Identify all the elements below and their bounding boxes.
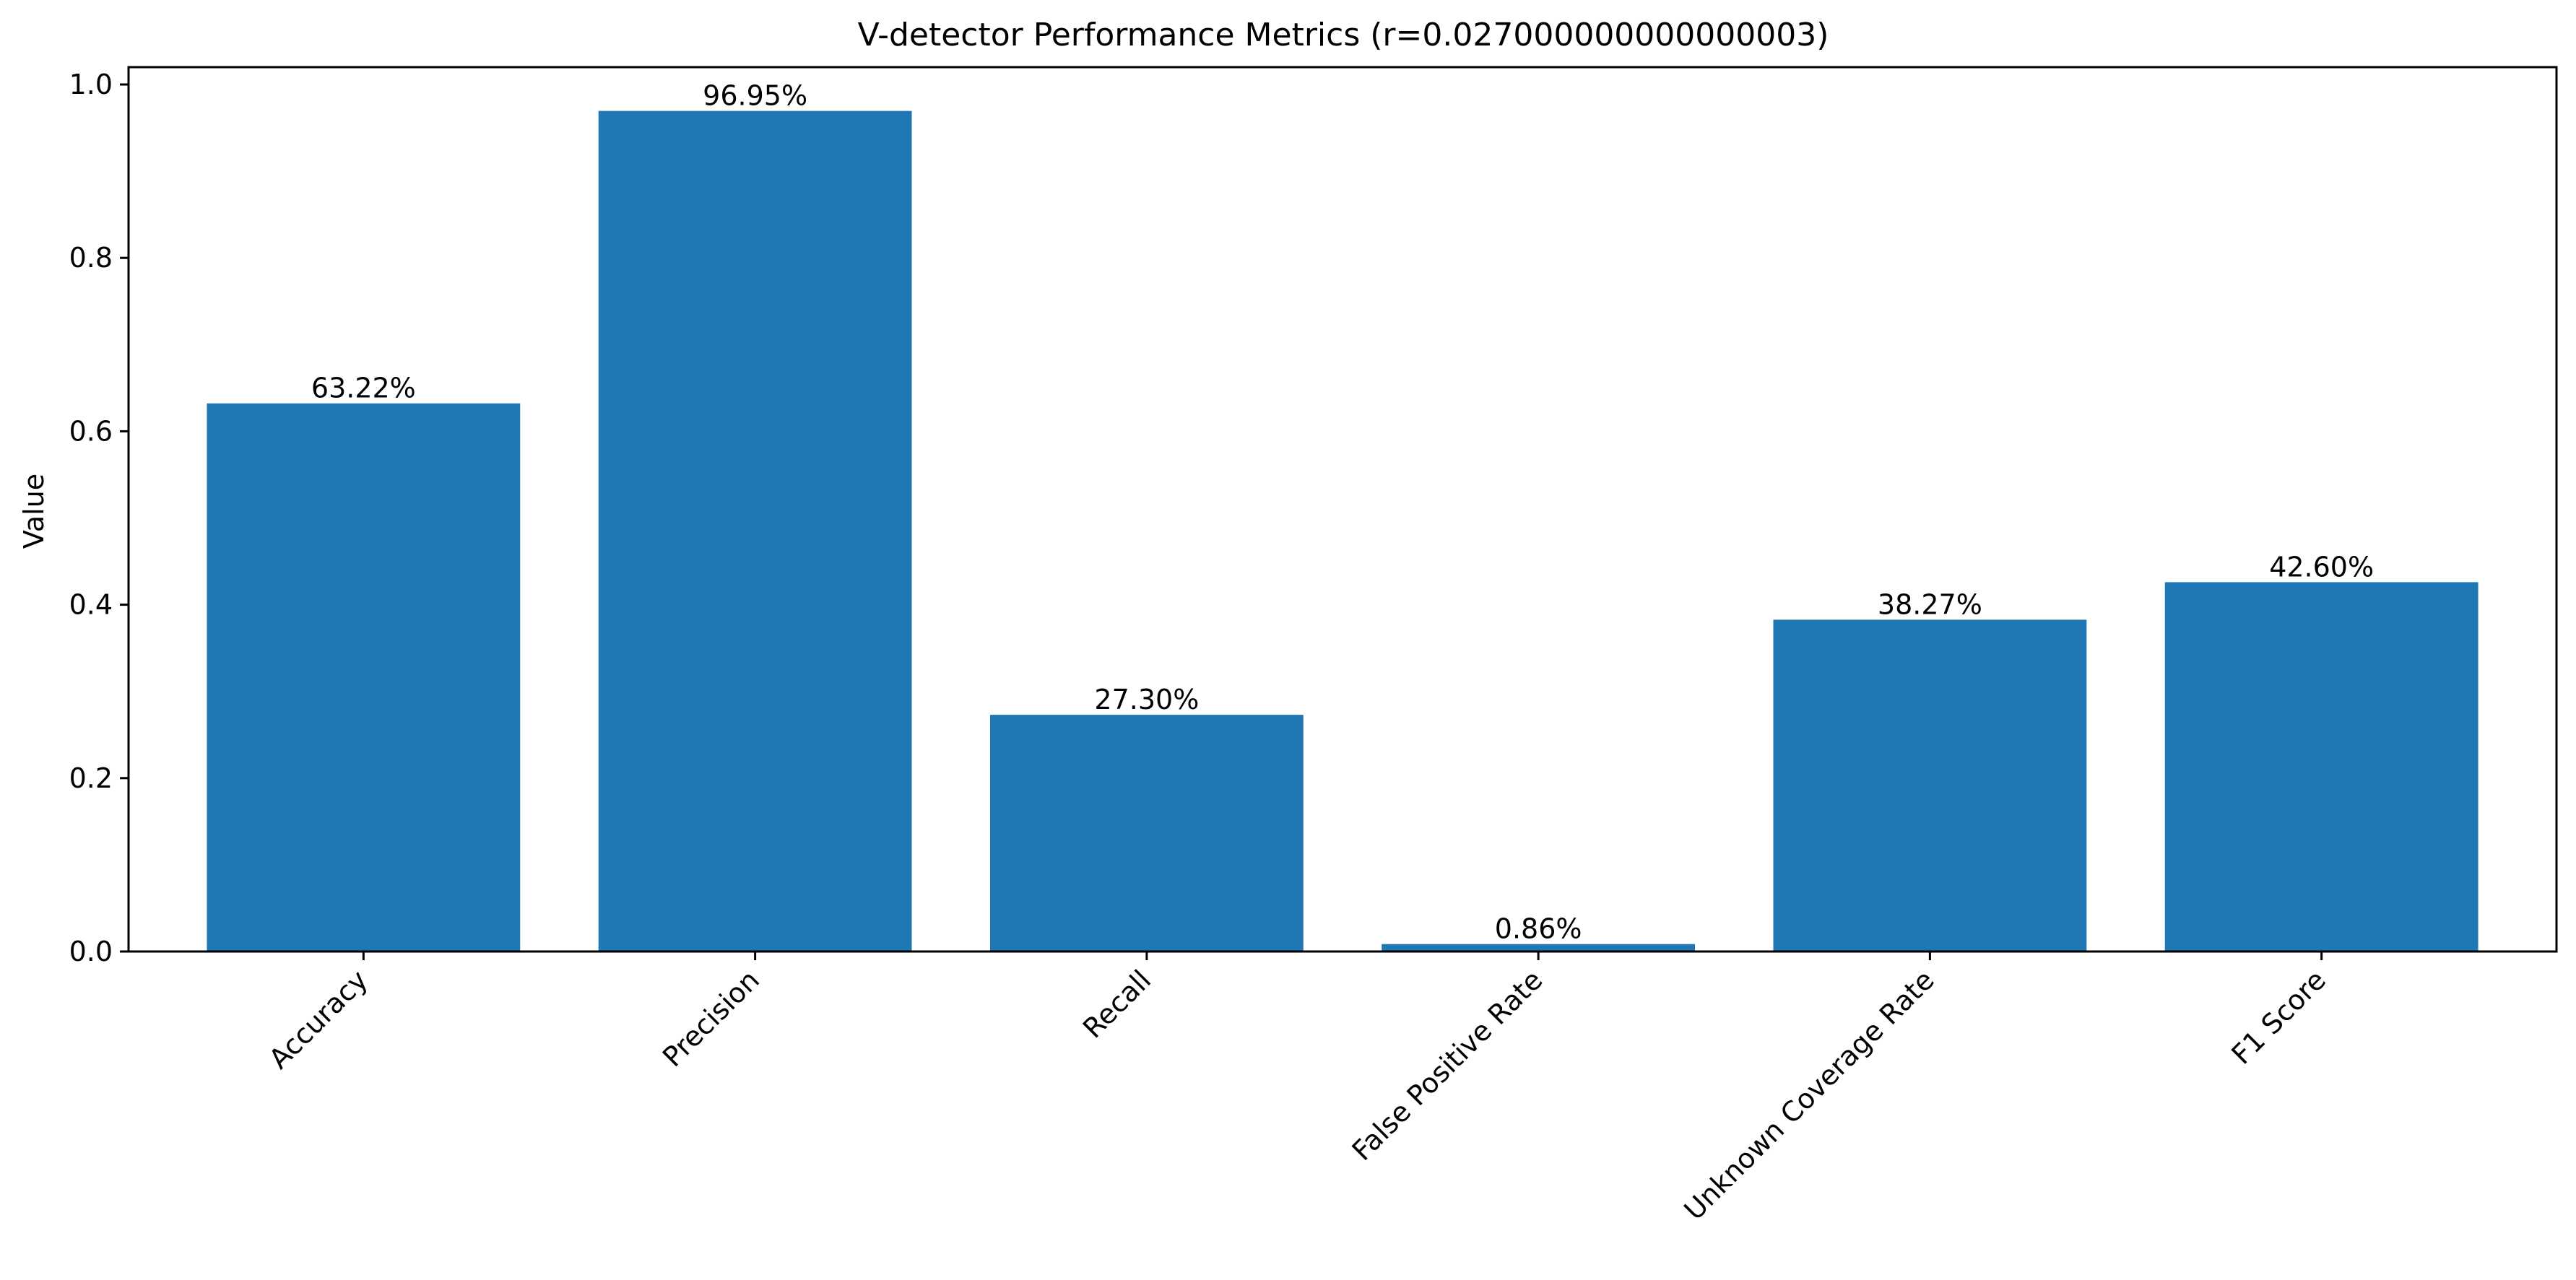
y-tick-label: 0.2 [69, 762, 113, 794]
data-labels-layer: 63.22% 96.95% 27.30% 0.86% 38.27% 42.60% [311, 80, 2374, 945]
x-tick-label: Accuracy [263, 964, 374, 1075]
x-axis: Accuracy Precision Recall False Positive Ra… [263, 952, 2332, 1227]
y-tick-label: 0.4 [69, 589, 113, 621]
bar [1382, 944, 1696, 952]
bar-data-label: 27.30% [1094, 684, 1199, 715]
bar-data-label: 63.22% [311, 373, 416, 404]
bar-data-label: 96.95% [703, 80, 807, 112]
x-tick-label: False Positive Rate [1346, 964, 1549, 1167]
bar-data-label: 38.27% [1878, 588, 1982, 620]
y-tick-label: 0.8 [69, 242, 113, 274]
bar [1773, 619, 2087, 952]
chart-title: V-detector Performance Metrics (r=0.0270… [858, 17, 1829, 53]
x-tick-label: Precision [656, 964, 766, 1073]
bar-data-label: 42.60% [2269, 551, 2374, 583]
bar [2164, 582, 2479, 952]
y-tick-label: 0.6 [69, 415, 113, 447]
x-tick-label: F1 Score [2226, 964, 2332, 1070]
y-axis-label: Value [18, 474, 50, 549]
x-tick-label: Recall [1077, 964, 1157, 1044]
bar [598, 110, 912, 952]
y-axis: 0.0 0.2 0.4 0.6 0.8 1.0 [69, 69, 129, 967]
bars-layer [207, 110, 2479, 952]
bar [989, 715, 1304, 952]
y-tick-label: 0.0 [69, 936, 113, 967]
x-tick-label: Unknown Coverage Rate [1678, 964, 1940, 1226]
y-tick-label: 1.0 [69, 69, 113, 100]
plot-frame [127, 66, 2558, 953]
bar-data-label: 0.86% [1495, 913, 1582, 945]
bar [207, 403, 521, 952]
